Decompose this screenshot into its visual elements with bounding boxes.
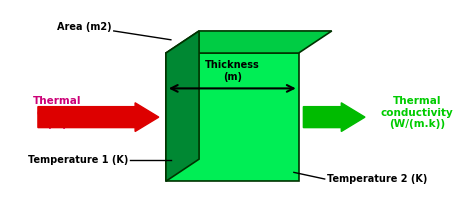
Text: Temperature 2 (K): Temperature 2 (K) xyxy=(327,174,428,184)
FancyArrow shape xyxy=(303,103,365,131)
Text: Thermal
energy
(W): Thermal energy (W) xyxy=(33,96,81,129)
Text: Temperature 1 (K): Temperature 1 (K) xyxy=(27,155,128,165)
Polygon shape xyxy=(166,31,332,53)
Text: Thermal
conductivity
(W/(m.k)): Thermal conductivity (W/(m.k)) xyxy=(381,96,454,129)
Text: Area (m2): Area (m2) xyxy=(57,21,111,32)
FancyArrow shape xyxy=(38,103,159,131)
Polygon shape xyxy=(166,31,199,181)
Polygon shape xyxy=(166,53,299,181)
Text: Thickness
(m): Thickness (m) xyxy=(205,60,260,82)
